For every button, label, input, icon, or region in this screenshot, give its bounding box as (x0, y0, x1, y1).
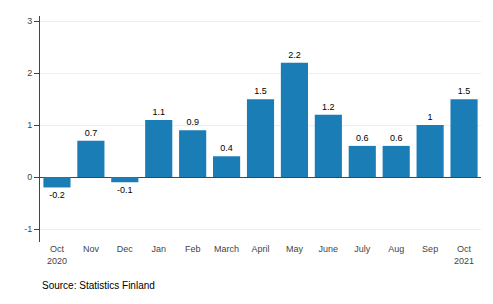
svg-text:0.9: 0.9 (186, 117, 199, 127)
svg-text:0.7: 0.7 (85, 128, 98, 138)
svg-text:1: 1 (27, 120, 32, 130)
svg-text:June: June (319, 244, 339, 254)
svg-text:0.4: 0.4 (220, 143, 233, 153)
svg-text:1.5: 1.5 (254, 86, 267, 96)
svg-text:0.6: 0.6 (356, 133, 369, 143)
svg-text:May: May (286, 244, 304, 254)
svg-text:0.6: 0.6 (390, 133, 403, 143)
svg-text:2: 2 (27, 68, 32, 78)
svg-text:Source: Statistics Finland: Source: Statistics Finland (42, 280, 155, 291)
svg-text:1: 1 (428, 112, 433, 122)
svg-text:Oct2020: Oct2020 (47, 244, 67, 266)
svg-text:2.2: 2.2 (288, 50, 301, 60)
svg-text:Sep: Sep (422, 244, 438, 254)
svg-text:1.1: 1.1 (152, 107, 165, 117)
svg-text:Aug: Aug (388, 244, 404, 254)
svg-text:-1: -1 (24, 224, 32, 234)
svg-text:Dec: Dec (117, 244, 134, 254)
svg-text:Feb: Feb (185, 244, 201, 254)
svg-text:July: July (354, 244, 371, 254)
svg-text:-0.2: -0.2 (49, 190, 65, 200)
svg-text:0: 0 (27, 172, 32, 182)
svg-text:Jan: Jan (151, 244, 166, 254)
svg-text:Oct2021: Oct2021 (454, 244, 474, 266)
svg-text:Nov: Nov (83, 244, 100, 254)
svg-text:1.2: 1.2 (322, 102, 335, 112)
svg-text:1.5: 1.5 (458, 86, 471, 96)
svg-text:April: April (251, 244, 269, 254)
svg-text:-0.1: -0.1 (117, 185, 133, 195)
svg-text:3: 3 (27, 16, 32, 26)
svg-text:March: March (214, 244, 239, 254)
